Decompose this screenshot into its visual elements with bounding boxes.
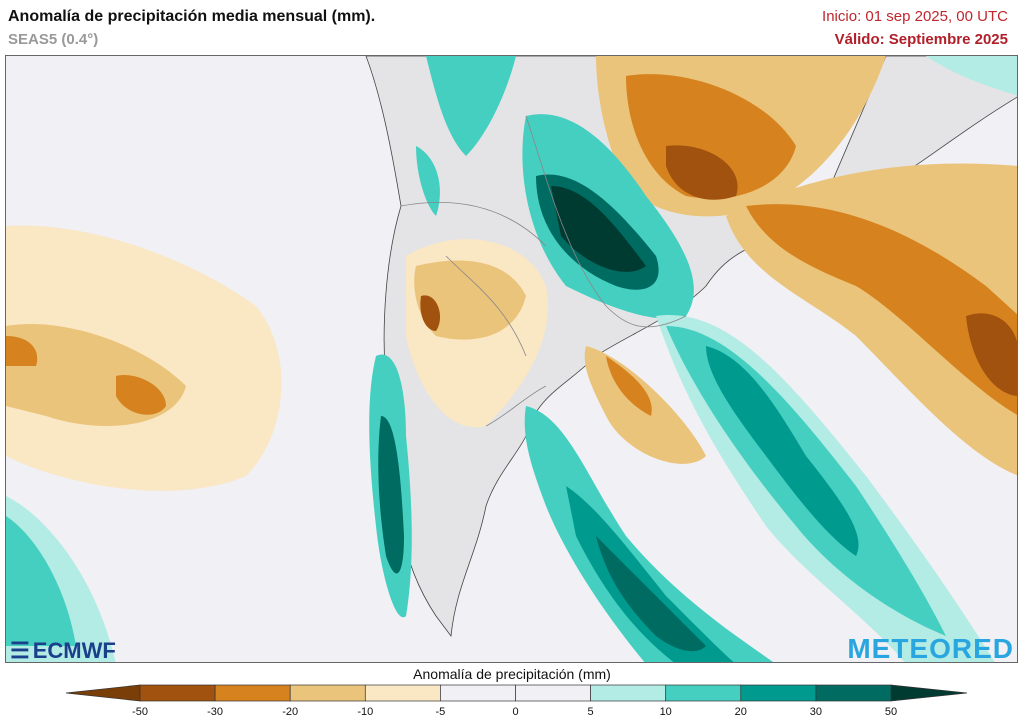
wet-region-northeast xyxy=(926,56,1017,96)
dry-region-atlantic-max xyxy=(966,313,1017,396)
ecmwf-logo-icon: ☰ xyxy=(10,638,30,663)
colorbar-tick-label: -30 xyxy=(207,706,224,718)
init-time: Inicio: 01 sep 2025, 00 UTC xyxy=(822,8,1008,25)
country-borders xyxy=(400,115,687,427)
colorbar-cell xyxy=(515,684,591,702)
dry-region-pacific-max xyxy=(116,375,166,415)
valid-time: Válido: Septiembre 2025 xyxy=(834,31,1008,48)
colorbar-cells xyxy=(139,684,892,702)
colorbar-tick-label: -10 xyxy=(357,706,374,718)
wet-band-atlantic-2-core xyxy=(566,486,734,662)
model-label: SEAS5 (0.4°) xyxy=(8,31,99,48)
colorbar-tick-label: -5 xyxy=(435,706,446,718)
anomaly-map xyxy=(5,55,1018,663)
dry-region-atlantic-core xyxy=(746,204,1017,415)
meteored-logo: METEORED xyxy=(847,633,1014,664)
dry-region-argentina-max xyxy=(420,295,441,331)
colorbar-cell xyxy=(665,684,742,702)
colorbar-cell xyxy=(289,684,366,702)
colorbar-high-arrow xyxy=(890,684,968,702)
chart-title: Anomalía de precipitación media mensual … xyxy=(8,8,376,25)
ecmwf-logo-text: ECMWF xyxy=(32,638,116,663)
wet-band-atlantic-2-max xyxy=(596,536,706,652)
colorbar-tick-label: 0 xyxy=(512,706,519,718)
dry-region-south-uruguay-core xyxy=(606,356,652,416)
colorbar-tick-label: 20 xyxy=(734,706,747,718)
colorbar-cell xyxy=(364,684,441,702)
colorbar-title: Anomalía de precipitación (mm) xyxy=(413,666,611,682)
colorbar-tick-label: -50 xyxy=(132,706,148,718)
colorbar-cell xyxy=(440,684,516,702)
dry-region-brazil-max xyxy=(666,145,738,200)
wet-region-andes-patch xyxy=(416,146,440,216)
wet-band-atlantic-1-max xyxy=(706,346,859,556)
colorbar-tick-label: 50 xyxy=(884,706,898,718)
colorbar-tick-label: -20 xyxy=(282,706,299,718)
colorbar-cell xyxy=(740,684,817,702)
colorbar-cell xyxy=(139,684,216,702)
colorbar-cell xyxy=(214,684,291,702)
ecmwf-logo: ☰ ECMWF xyxy=(10,638,116,664)
wet-chile-coast-core xyxy=(378,416,404,574)
colorbar-tick-label: 10 xyxy=(659,706,672,718)
colorbar-tick-label: 5 xyxy=(587,706,594,718)
colorbar-cell xyxy=(815,684,892,702)
colorbar xyxy=(65,684,968,702)
colorbar-cell xyxy=(590,684,667,702)
colorbar-low-arrow xyxy=(65,684,141,702)
wet-region-southwest-core xyxy=(6,516,76,646)
colorbar-tick-label: 30 xyxy=(809,706,823,718)
wet-band-paraguay-max xyxy=(551,186,646,272)
dry-region-argentina-core xyxy=(414,260,526,340)
dry-region-pacific-edge xyxy=(6,336,38,366)
wet-region-north-andes xyxy=(426,56,516,156)
